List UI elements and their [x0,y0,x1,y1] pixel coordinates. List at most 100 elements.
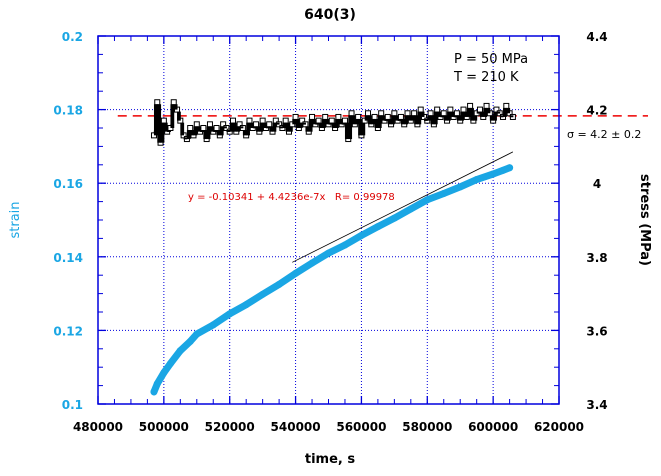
stress-point [230,117,237,124]
stress-band [420,111,425,117]
y-right-tick-label: 3.4 [586,398,607,412]
y-left-tick-label: 0.18 [53,104,83,118]
stress-point [187,125,194,131]
stress-band [479,111,484,117]
stress-point [170,99,177,106]
stress-band [219,126,224,136]
stress-band [358,118,362,136]
stress-point [282,117,289,124]
strain-point [456,183,464,191]
stress-point [315,117,322,124]
strain-point [242,301,250,309]
stress-band [450,111,455,117]
stress-band [328,122,333,125]
strain-point [423,196,431,204]
stress-band [404,115,409,125]
y-left-tick-label: 0.1 [62,398,83,412]
stress-band [493,111,497,121]
stress-band [394,115,399,121]
stress-band [272,122,277,132]
stress-point [447,106,454,113]
stress-band [476,111,481,114]
stress-band [364,115,369,121]
stress-point [440,110,447,117]
strain-point [150,388,158,396]
stress-point [355,113,362,120]
stress-band [348,115,353,140]
stress-band [423,118,428,121]
stress-band [279,126,283,129]
stress-band [302,122,306,125]
stress-point [453,110,460,117]
stress-band [275,122,280,125]
stress-point [322,113,329,120]
stress-point [328,117,335,124]
strain-point [308,259,316,267]
x-tick-label: 520000 [205,420,255,434]
strain-point [506,164,514,172]
x-tick-label: 500000 [139,420,189,434]
x-tick-label: 620000 [534,420,584,434]
stress-band [173,104,178,110]
stress-point [266,121,273,128]
x-tick-label: 600000 [468,420,518,434]
stress-band [496,111,501,114]
stress-band [209,126,214,132]
stress-band [456,115,461,121]
stress-band [233,122,237,132]
y-right-tick-label: 4.2 [586,104,607,118]
strain-point [341,241,349,249]
y-left-tick-label: 0.14 [53,251,83,265]
stress-band [315,122,320,125]
stress-band [242,130,247,136]
stress-band [407,115,412,121]
stress-point [467,102,474,109]
strain-point [166,360,174,368]
stress-point [200,125,207,131]
stress-point [292,113,299,120]
stress-band [249,122,254,128]
strain-point [489,170,497,178]
stress-band [453,115,458,118]
strain-point [186,337,194,345]
strain-point [259,290,267,298]
stress-band [397,118,402,121]
stress-band [410,115,415,121]
stress-series [150,99,516,146]
stress-point [206,121,213,128]
stress-band [506,107,511,114]
y-left-tick-label: 0.2 [62,30,83,44]
stress-band [318,122,323,128]
stress-band [200,130,204,132]
stress-band [381,115,385,121]
temperature-annotation: T = 210 K [453,70,519,85]
strain-point [292,269,300,277]
strain-point [357,231,365,239]
stress-band [177,111,181,121]
stress-band [308,118,313,132]
stress-band [229,122,234,132]
y-right-tick-label: 4 [593,177,601,191]
stress-band [447,111,451,121]
x-tick-label: 560000 [336,420,386,434]
stress-band [262,122,267,128]
right-axis-label: stress (MPa) [637,174,652,266]
stress-band [246,122,250,136]
axis-ticks [97,35,560,405]
strain-series [150,164,514,396]
stress-band [443,115,448,121]
stress-band [282,122,287,128]
stress-point [427,110,434,117]
stress-band [186,130,191,140]
stress-band [377,115,382,128]
stress-point [365,110,372,117]
stress-point [384,113,391,120]
strain-point [473,176,481,184]
stress-band [351,115,356,125]
stress-band [305,126,310,132]
stress-band [335,118,339,128]
stress-band [344,122,349,140]
stress-band [226,130,231,132]
strain-point [160,369,168,377]
strain-point [440,190,448,198]
